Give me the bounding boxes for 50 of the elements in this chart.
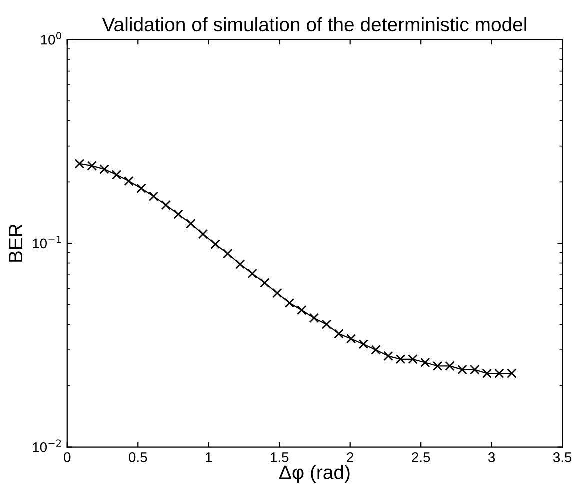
point [297, 305, 307, 316]
point [210, 240, 220, 250]
point [494, 368, 504, 378]
point [371, 345, 381, 355]
point [174, 210, 184, 220]
point [334, 329, 344, 339]
point [482, 368, 492, 378]
point [408, 354, 418, 364]
point [74, 159, 85, 169]
x-axis-title: Δφ (rad) [280, 465, 350, 484]
y-tick-label: 10$^{0}$ [41, 32, 62, 45]
x-tick-label: 2 [347, 452, 354, 462]
y-axis-title: BER [9, 224, 23, 262]
x-tick-label: 3.5 [553, 452, 572, 462]
point [124, 176, 134, 186]
point [470, 364, 480, 375]
x-tick-label: 1 [206, 452, 212, 462]
point [186, 218, 196, 229]
point [260, 278, 270, 288]
chart-title: Validation of simulation of the deterministic model [102, 17, 526, 32]
point [235, 260, 246, 270]
x-tick-label: 0.5 [129, 452, 148, 462]
point [384, 351, 394, 362]
point [284, 298, 295, 308]
point [198, 229, 208, 240]
point [222, 248, 233, 259]
point [396, 354, 406, 364]
x-tick-label: 3 [488, 452, 496, 462]
point [420, 358, 430, 368]
x-tick-label: 2.5 [412, 452, 430, 462]
point [148, 192, 159, 202]
point [112, 170, 122, 180]
point [458, 364, 468, 375]
point [507, 368, 517, 378]
x-tick-label: 1.5 [271, 452, 289, 462]
point [100, 164, 110, 174]
x-tick-label: 0 [64, 452, 71, 462]
point [346, 334, 356, 344]
point [272, 288, 282, 298]
point [161, 200, 172, 210]
y-tick-label: 10$^{−2}$ [33, 440, 62, 452]
point [432, 361, 443, 372]
y-tick-label: 10$^{−1}$ [33, 236, 62, 249]
point [322, 320, 332, 330]
point [136, 184, 146, 194]
point [358, 340, 369, 350]
point [87, 161, 98, 171]
point [445, 361, 455, 372]
point [309, 313, 320, 324]
point [248, 268, 258, 279]
